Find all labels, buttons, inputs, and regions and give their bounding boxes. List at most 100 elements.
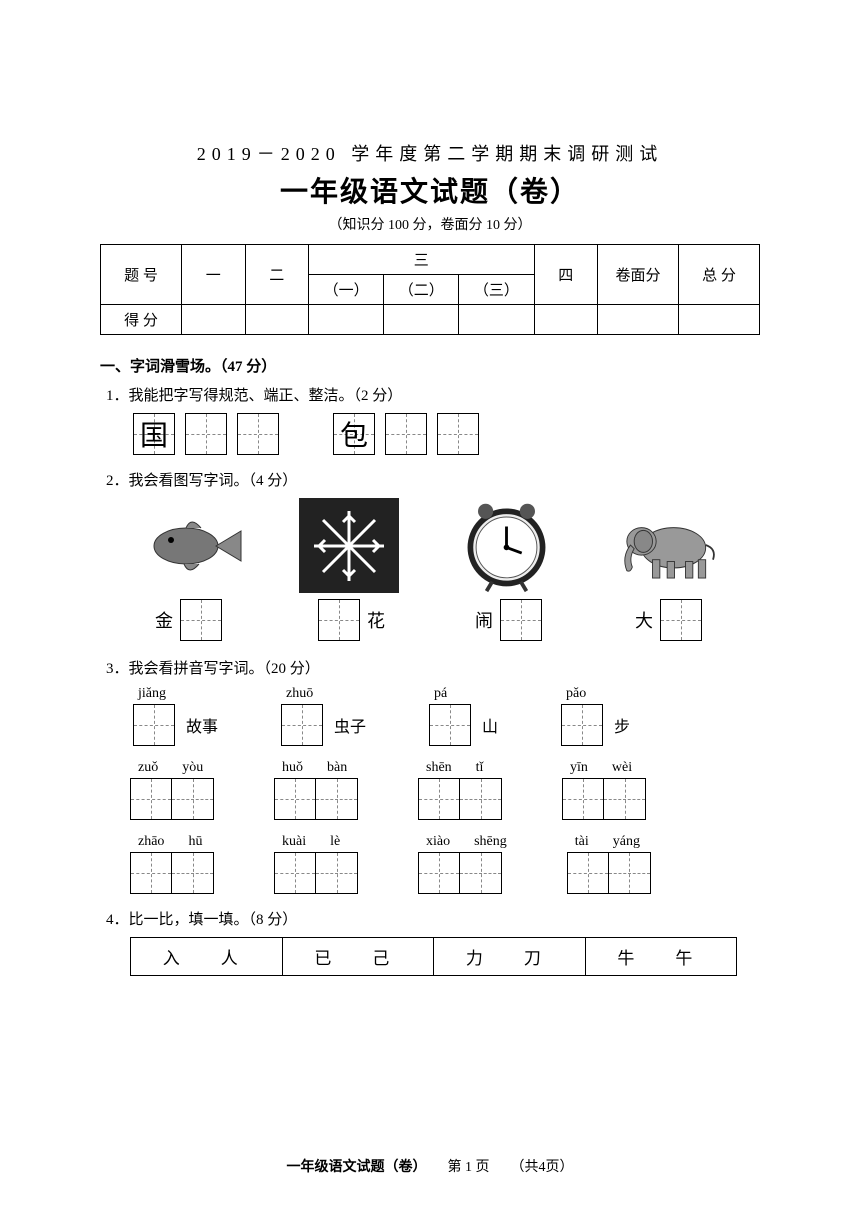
score-cell: [181, 305, 245, 335]
q2-text: 2．我会看图写字词。（4 分）: [106, 469, 760, 490]
pinyin-row: zhāohū: [138, 834, 202, 850]
score-table: 题 号 一 二 三 四 卷面分 总 分 （一） （二） （三） 得 分: [100, 244, 760, 335]
exam-title: 一年级语文试题（卷）: [100, 170, 760, 210]
tianzi-pair: [130, 778, 214, 820]
tianzi-box: [604, 778, 646, 820]
exam-scoring: （知识分 100 分，卷面分 10 分）: [100, 214, 760, 234]
tianzi-pair: [274, 778, 358, 820]
pinyin: bàn: [327, 760, 347, 776]
q3-item: yīnwèi: [562, 760, 646, 820]
col-1: 一: [181, 245, 245, 305]
label-text: 金: [155, 607, 173, 633]
tianzi-pair: [567, 852, 651, 894]
tianzi-box: [274, 852, 316, 894]
page-footer: 一年级语文试题（卷） 第 1 页 （共4页）: [0, 1156, 860, 1176]
tianzi-box: [567, 852, 609, 894]
score-cell: [245, 305, 309, 335]
section-1-title: 一、字词滑雪场。（47 分）: [100, 355, 760, 376]
q2-item-d: 大: [635, 599, 705, 641]
pinyin-row: tàiyáng: [575, 834, 640, 850]
tianzi-box: [274, 778, 316, 820]
footer-right: （共4页）: [511, 1160, 574, 1175]
q4-cell: 入 人: [131, 938, 283, 976]
q2-item-c: 闹: [475, 599, 545, 641]
col-5: 卷面分: [598, 245, 679, 305]
footer-left: 一年级语文试题（卷）: [287, 1160, 427, 1175]
q3-row-1: jiǎng故事zhuō虫子pá山pǎo步: [130, 686, 760, 746]
box-row: 步: [558, 704, 630, 746]
after-text: 虫子: [334, 713, 366, 737]
image-elephant: [614, 498, 724, 593]
q1-text: 1．我能把字写得规范、端正、整洁。（2 分）: [106, 384, 760, 405]
pinyin-row: pá: [434, 686, 447, 702]
tianzi-box: [180, 599, 222, 641]
q2-item-a: 金: [155, 599, 225, 641]
tianzi-pair: [418, 778, 502, 820]
pinyin-row: zuǒ yòu: [138, 760, 203, 776]
tianzi-box: [133, 704, 175, 746]
pinyin: lè: [330, 834, 340, 850]
clock-icon: [459, 498, 554, 593]
table-row: 得 分: [101, 305, 760, 335]
q4-table: 入 人 已 己 力 刀 牛 午: [130, 937, 737, 976]
pinyin: zuǒ: [138, 760, 158, 776]
fish-icon: [136, 506, 246, 586]
score-cell: [384, 305, 459, 335]
box-row: [418, 778, 502, 820]
q3-item: jiǎng故事: [130, 686, 218, 746]
pinyin: jiǎng: [138, 686, 166, 702]
tianzi-box: [561, 704, 603, 746]
tianzi-box: [316, 852, 358, 894]
row-label: 题 号: [101, 245, 182, 305]
box-row: [418, 852, 502, 894]
pinyin: wèi: [612, 760, 632, 776]
label-text: 闹: [475, 607, 493, 633]
pinyin: yòu: [182, 760, 203, 776]
col-3a: （一）: [309, 275, 384, 305]
tianzi-box: [185, 413, 227, 455]
pinyin-row: yīnwèi: [570, 760, 632, 776]
pinyin: pá: [434, 686, 447, 702]
exam-subtitle: 2019－2020 学年度第二学期期末调研测试: [100, 140, 760, 166]
tianzi-box: [237, 413, 279, 455]
q3-row-2: zuǒyòuhuǒbànshēntǐyīnwèi: [130, 760, 760, 820]
q4-cell: 牛 午: [585, 938, 737, 976]
tianzi-box: [562, 778, 604, 820]
q3-text: 3．我会看拼音写字词。（20 分）: [106, 657, 760, 678]
pinyin: hū: [188, 834, 202, 850]
q3-row-3: zhāohū kuài lè xiàoshēng tàiyáng: [130, 834, 760, 894]
q4-cell: 已 己: [282, 938, 434, 976]
q4-text: 4．比一比，填一填。（8 分）: [106, 908, 760, 929]
pinyin: tǐ: [476, 760, 484, 776]
pinyin-row: jiǎng: [138, 686, 166, 702]
col-6: 总 分: [679, 245, 760, 305]
score-cell: [309, 305, 384, 335]
box-row: 山: [426, 704, 498, 746]
q2-images: [110, 498, 750, 593]
tianzi-box: [281, 704, 323, 746]
q3-item: shēntǐ: [418, 760, 502, 820]
tianzi-box: [130, 852, 172, 894]
tianzi-box: [460, 852, 502, 894]
q1-boxes: 国 包: [130, 413, 760, 455]
score-cell: [534, 305, 598, 335]
pinyin: kuài: [282, 834, 306, 850]
label-text: 花: [367, 607, 385, 633]
q3-item: zhuō 虫子: [278, 686, 366, 746]
tianzi-box: [318, 599, 360, 641]
box-row: [562, 778, 646, 820]
q3-grid: jiǎng故事zhuō虫子pá山pǎo步 zuǒyòuhuǒbànshēntǐy…: [130, 686, 760, 894]
score-cell: [598, 305, 679, 335]
score-cell: [459, 305, 534, 335]
table-row: 题 号 一 二 三 四 卷面分 总 分: [101, 245, 760, 275]
tianzi-box: [437, 413, 479, 455]
q4-cell: 力 刀: [434, 938, 586, 976]
footer-mid: 第 1 页: [448, 1160, 490, 1175]
q2-item-b: 花: [315, 599, 385, 641]
col-4: 四: [534, 245, 598, 305]
q3-item: xiàoshēng: [418, 834, 507, 894]
tianzi-box: 国: [133, 413, 175, 455]
q3-item: tàiyáng: [567, 834, 651, 894]
pinyin-row: zhuō: [286, 686, 313, 702]
tianzi-box: [418, 852, 460, 894]
